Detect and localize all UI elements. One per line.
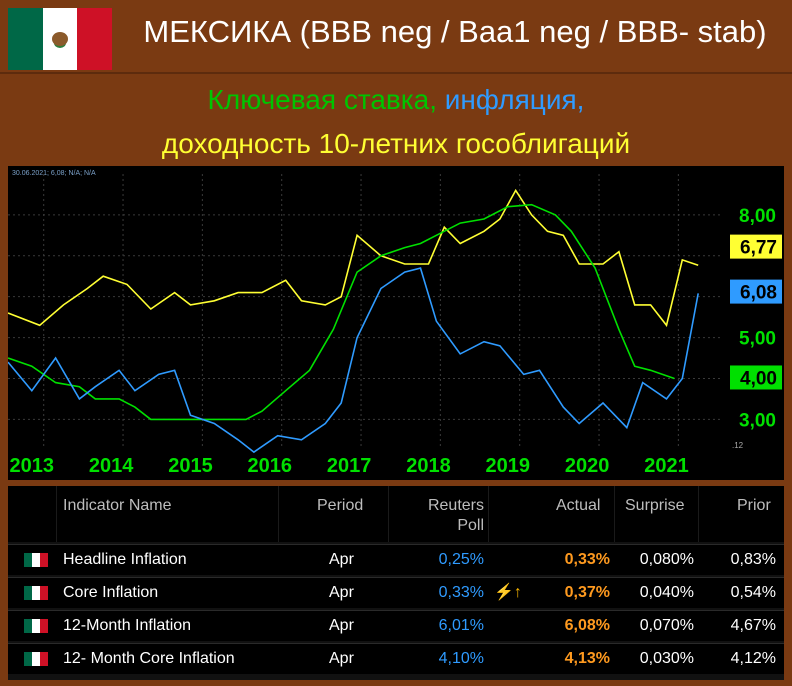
header-indicator-name[interactable]: Indicator Name [63, 497, 172, 514]
mexico-flag-icon [24, 553, 48, 567]
actual-value: 4,13% [564, 650, 610, 667]
surprise-value: 0,070% [639, 617, 694, 634]
series-line-policy_rate [7, 203, 675, 421]
header-surprise[interactable]: Surprise [625, 497, 685, 514]
y-tick-label: 8,00 [739, 206, 776, 227]
prior-value: 4,12% [730, 650, 776, 667]
header-prior[interactable]: Prior [737, 497, 771, 514]
last-value-badge-yield [730, 234, 782, 259]
x-tick-label: 2018 [406, 455, 451, 477]
reuters-poll: 0,33% [438, 584, 484, 601]
table-row[interactable]: Core Inflation Apr 0,33% ⚡↑ 0,37% 0,040% 0,54% [8, 577, 784, 608]
series-line-inflation [7, 267, 699, 454]
header-reuters-poll[interactable]: Reuters Poll [427, 497, 484, 534]
period: Apr [329, 617, 354, 634]
x-tick-label: 2016 [248, 455, 293, 477]
table-header: Indicator Name Period Reuters Poll Actual… [8, 486, 784, 542]
indicator-name: Core Inflation [63, 584, 159, 601]
y-tick-label: 5,00 [739, 329, 776, 350]
axis-small-label: .12 [732, 441, 744, 450]
page-title: МЕКСИКА (BBB neg / Baa1 neg / BBB- stab) [143, 14, 767, 49]
last-value-badge-policy_rate [730, 365, 782, 390]
chart-cursor-readout: 30.06.2021; 6,08; N/A; N/A [12, 170, 96, 177]
chart-subtitle: Ключевая ставка, инфляция, доходность 10… [0, 72, 792, 168]
last-value-label-yield: 6,77 [740, 238, 777, 259]
surprise-value: 0,080% [639, 551, 694, 568]
series-line-yield [7, 188, 699, 328]
x-tick-label: 2021 [644, 455, 689, 477]
last-value-badge-inflation [730, 279, 782, 304]
x-tick-label: 2019 [486, 455, 531, 477]
period: Apr [329, 551, 354, 568]
table-row[interactable]: 12-Month Inflation Apr 6,01% 6,08% 0,070% 4,6… [8, 610, 784, 641]
table-row[interactable]: Headline Inflation Apr 0,25% 0,33% 0,080% 0,8… [8, 544, 784, 575]
header-actual[interactable]: Actual [556, 497, 601, 514]
reuters-poll: 0,25% [438, 551, 484, 568]
line-chart: 30.06.2021; 6,08; N/A; N/A 8,00 5,00 3,00 6,… [7, 170, 782, 477]
actual-value: 6,08% [564, 617, 610, 634]
x-tick-label: 2014 [89, 455, 134, 477]
indicators-table: Indicator Name Period Reuters Poll Actual… [8, 486, 784, 680]
x-tick-label: 2017 [327, 455, 372, 477]
surprise-value: 0,030% [639, 650, 694, 667]
chart: 30.06.2021; 6,08; N/A; N/A 8,00 5,00 3,00 6,… [7, 166, 784, 480]
period: Apr [329, 584, 354, 601]
prior-value: 0,83% [730, 551, 776, 568]
indicator-name: Headline Inflation [63, 551, 187, 568]
actual-value: 0,33% [564, 551, 610, 568]
surprise-value: 0,040% [639, 584, 694, 601]
indicator-name: 12- Month Core Inflation [63, 650, 235, 667]
mexico-flag-icon [24, 619, 48, 633]
mexico-flag-icon [8, 8, 113, 70]
indicator-name: 12-Month Inflation [63, 617, 192, 634]
subtitle-inflation: инфляция, [444, 84, 585, 115]
lightning-arrow-icon: ⚡↑ [494, 584, 522, 601]
header: МЕКСИКА (BBB neg / Baa1 neg / BBB- stab) [0, 0, 792, 72]
table-row[interactable]: 12- Month Core Inflation Apr 4,10% 4,13% 0,0… [8, 643, 784, 674]
actual-value: 0,37% [564, 584, 610, 601]
last-value-label-inflation: 6,08 [740, 283, 777, 304]
prior-value: 0,54% [730, 584, 776, 601]
reuters-poll: 6,01% [438, 617, 484, 634]
y-tick-label: 3,00 [739, 410, 776, 431]
header-period[interactable]: Period [317, 497, 364, 514]
mexico-flag-icon [24, 652, 48, 666]
mexico-flag-icon [24, 586, 48, 600]
period: Apr [329, 650, 354, 667]
reuters-poll: 4,10% [438, 650, 484, 667]
x-tick-label: 2013 [10, 455, 55, 477]
subtitle-yield: доходность 10-летних гособлигаций [161, 128, 631, 159]
x-tick-label: 2020 [565, 455, 610, 477]
prior-value: 4,67% [730, 617, 776, 634]
subtitle-policy-rate: Ключевая ставка, [207, 84, 445, 115]
x-tick-label: 2015 [168, 455, 213, 477]
last-value-label-policy_rate: 4,00 [740, 368, 777, 389]
